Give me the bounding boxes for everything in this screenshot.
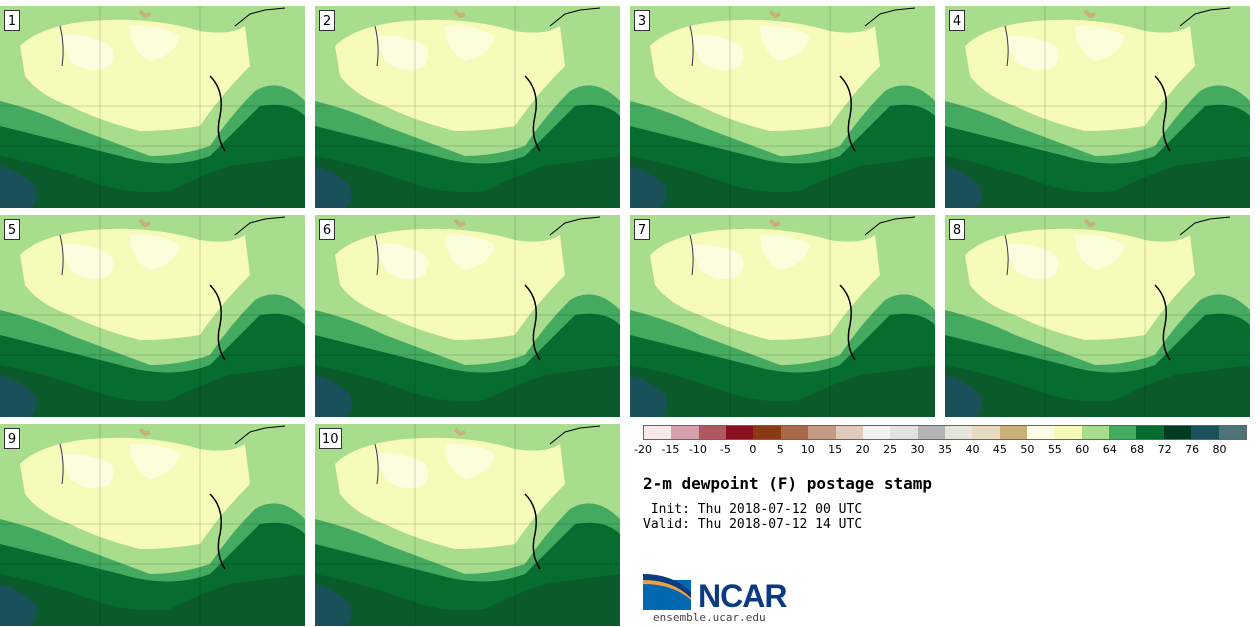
colorbar-swatch	[972, 426, 1000, 439]
colorbar-tick-label: 80	[1212, 443, 1227, 456]
colorbar-swatch	[944, 426, 973, 439]
colorbar-tick-label: 55	[1047, 443, 1062, 456]
colorbar-tick-label: 76	[1185, 443, 1200, 456]
colorbar-swatch	[1081, 426, 1110, 439]
colorbar-tick-label: 40	[965, 443, 980, 456]
colorbar-tick-label: -5	[719, 443, 731, 456]
dewpoint-map	[630, 6, 935, 208]
colorbar-tick-label: 68	[1130, 443, 1145, 456]
colorbar-swatch	[917, 426, 945, 439]
dewpoint-map	[315, 6, 620, 208]
colorbar-swatch	[726, 426, 754, 439]
ensemble-member-panel: 10	[315, 424, 620, 626]
member-number-label: 2	[319, 10, 335, 31]
dewpoint-map	[945, 6, 1250, 208]
colorbar-tick-label: 30	[910, 443, 925, 456]
colorbar-swatch	[1218, 426, 1246, 439]
colorbar-swatch	[999, 426, 1028, 439]
member-number-label: 7	[634, 219, 650, 240]
member-number-label: 6	[319, 219, 335, 240]
colorbar-tick-label: 10	[800, 443, 815, 456]
colorbar-tick-label: 5	[776, 443, 784, 456]
colorbar-swatch	[890, 426, 918, 439]
colorbar-swatch	[1191, 426, 1219, 439]
colorbar-swatch	[808, 426, 836, 439]
valid-time: Valid: Thu 2018-07-12 14 UTC	[643, 517, 863, 532]
ensemble-member-panel: 2	[315, 6, 620, 208]
ensemble-member-panel: 7	[630, 215, 935, 417]
dewpoint-map	[315, 424, 620, 626]
dewpoint-map	[315, 215, 620, 417]
colorbar-swatch	[835, 426, 863, 439]
colorbar-tick-label: 35	[938, 443, 952, 456]
member-number-label: 8	[949, 219, 965, 240]
colorbar-tick-label: 15	[828, 443, 843, 456]
colorbar-swatch	[1027, 426, 1055, 439]
colorbar-swatch	[1163, 426, 1192, 439]
ncar-logo-icon	[643, 574, 691, 610]
colorbar-swatch	[671, 426, 699, 439]
dewpoint-map	[0, 215, 305, 417]
colorbar-tick-label: 50	[1020, 443, 1035, 456]
colorbar-swatch	[1136, 426, 1164, 439]
member-number-label: 4	[949, 10, 965, 31]
colorbar-tick-label: 0	[749, 443, 757, 456]
ensemble-member-panel: 3	[630, 6, 935, 208]
colorbar-swatch	[862, 426, 891, 439]
colorbar-tick-label: -15	[661, 443, 680, 456]
member-number-label: 9	[4, 428, 20, 449]
colorbar-tick-label: 72	[1157, 443, 1172, 456]
dewpoint-map	[945, 215, 1250, 417]
colorbar	[643, 425, 1247, 440]
dewpoint-map	[0, 6, 305, 208]
colorbar-swatch	[698, 426, 727, 439]
colorbar-tick-label: -10	[688, 443, 707, 456]
member-number-label: 3	[634, 10, 650, 31]
dewpoint-map	[0, 424, 305, 626]
dewpoint-map	[630, 215, 935, 417]
colorbar-swatch	[1054, 426, 1082, 439]
colorbar-swatch	[753, 426, 781, 439]
ensemble-member-panel: 6	[315, 215, 620, 417]
ensemble-member-panel: 9	[0, 424, 305, 626]
member-number-label: 10	[319, 428, 342, 449]
ensemble-member-panel: 1	[0, 6, 305, 208]
colorbar-swatch	[780, 426, 809, 439]
product-title: 2-m dewpoint (F) postage stamp	[643, 474, 932, 493]
init-time: Init: Thu 2018-07-12 00 UTC	[643, 502, 863, 517]
ensemble-member-panel: 4	[945, 6, 1250, 208]
colorbar-swatch	[1109, 426, 1137, 439]
member-number-label: 5	[4, 219, 20, 240]
ensemble-url: ensemble.ucar.edu	[653, 611, 766, 624]
ensemble-member-panel: 8	[945, 215, 1250, 417]
ensemble-member-panel: 5	[0, 215, 305, 417]
colorbar-tick-label: 20	[855, 443, 870, 456]
colorbar-tick-label: 25	[883, 443, 898, 456]
member-number-label: 1	[4, 10, 20, 31]
colorbar-tick-label: 60	[1075, 443, 1090, 456]
colorbar-tick-label: 64	[1102, 443, 1117, 456]
ncar-logo-text: NCAR	[698, 578, 787, 614]
colorbar-tick-labels: -20 -15 -10 -5 0 5 10 15 20 25 30 35 40 45 50 55 60 64 68 7…	[634, 443, 1247, 459]
colorbar-tick-label: -20	[634, 443, 652, 456]
colorbar-swatch	[644, 426, 672, 439]
colorbar-tick-label: 45	[992, 443, 1007, 456]
